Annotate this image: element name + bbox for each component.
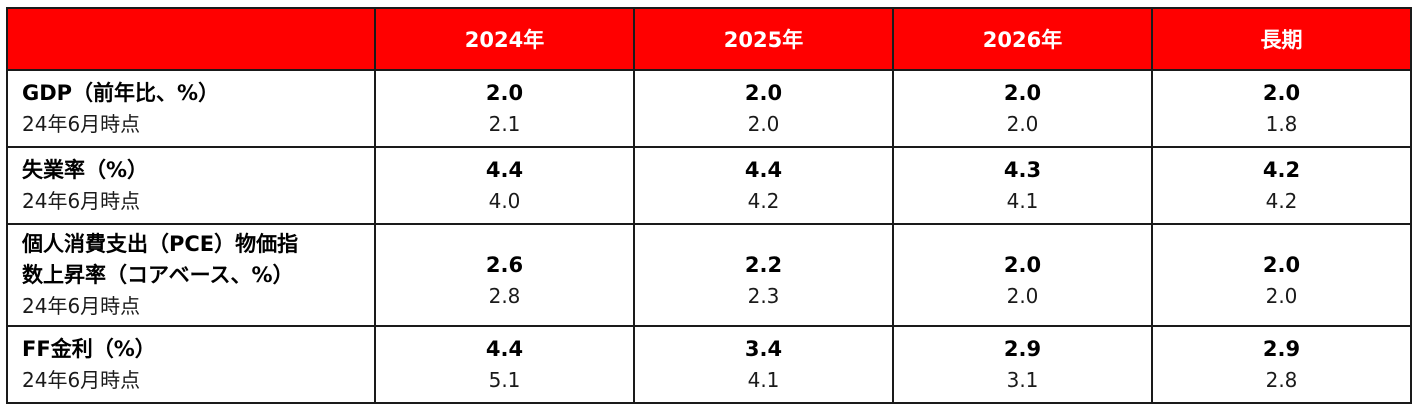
previous-value: 2.0 [747,111,780,136]
value-cell-2024: 2.6 2.8 [374,223,635,327]
value-cell-long-term: 4.2 4.2 [1151,146,1412,225]
row-title-line2: 数上昇率（コアベース、%） [22,262,294,287]
current-value: 4.3 [1003,157,1042,182]
value-cell-long-term: 2.0 2.0 [1151,223,1412,327]
row-title: 失業率（%） [22,157,149,182]
current-value: 2.2 [744,253,783,277]
value-cell-2025: 2.2 2.3 [633,223,894,327]
previous-value: 2.1 [488,111,521,136]
previous-value: 5.1 [488,367,521,392]
current-value: 2.9 [1003,336,1042,361]
previous-value: 4.0 [488,188,521,213]
previous-value: 2.3 [747,284,780,308]
header-2024: 2024年 [374,7,635,71]
row-note: 24年6月時点 [22,293,141,318]
value-cell-2025: 3.4 4.1 [633,325,894,404]
current-value: 4.4 [744,157,783,182]
previous-value: 4.2 [747,188,780,213]
current-value: 2.0 [1262,253,1301,277]
previous-value: 2.0 [1006,284,1039,308]
row-label-cell: 失業率（%） 24年6月時点 [6,146,376,225]
value-cell-2024: 4.4 4.0 [374,146,635,225]
row-label-cell: FF金利（%） 24年6月時点 [6,325,376,404]
current-value: 2.0 [1003,253,1042,277]
current-value: 3.4 [744,336,783,361]
current-value: 2.6 [485,253,524,277]
row-note: 24年6月時点 [22,111,141,136]
header-2025: 2025年 [633,7,894,71]
previous-value: 2.8 [488,284,521,308]
previous-value: 3.1 [1006,367,1039,392]
current-value: 2.9 [1262,336,1301,361]
previous-value: 4.1 [747,367,780,392]
row-title: 個人消費支出（PCE）物価指 [22,231,299,256]
table-row-ff-rate: FF金利（%） 24年6月時点 4.4 5.1 3.4 4.1 2.9 3.1 … [6,325,1412,404]
current-value: 2.0 [485,80,524,105]
economic-projection-table: 2024年 2025年 2026年 長期 GDP（前年比、%） 24年6月時点 … [6,7,1412,404]
current-value: 2.0 [1003,80,1042,105]
value-cell-2024: 2.0 2.1 [374,69,635,148]
previous-value: 4.1 [1006,188,1039,213]
value-cell-2026: 4.3 4.1 [892,146,1153,225]
current-value: 4.2 [1262,157,1301,182]
header-2026: 2026年 [892,7,1153,71]
row-note: 24年6月時点 [22,188,141,213]
value-cell-2026: 2.0 2.0 [892,223,1153,327]
row-title: FF金利（%） [22,336,156,361]
current-value: 2.0 [1262,80,1301,105]
current-value: 4.4 [485,157,524,182]
table-row-unemployment: 失業率（%） 24年6月時点 4.4 4.0 4.4 4.2 4.3 4.1 4… [6,146,1412,225]
value-cell-2025: 2.0 2.0 [633,69,894,148]
value-cell-2026: 2.0 2.0 [892,69,1153,148]
value-cell-long-term: 2.0 1.8 [1151,69,1412,148]
previous-value: 1.8 [1265,111,1298,136]
row-label-cell: 個人消費支出（PCE）物価指 数上昇率（コアベース、%） 24年6月時点 [6,223,376,327]
header-long-term: 長期 [1151,7,1412,71]
header-blank-cell [6,7,376,71]
row-title: GDP（前年比、%） [22,80,220,105]
value-cell-2025: 4.4 4.2 [633,146,894,225]
previous-value: 2.8 [1265,367,1298,392]
previous-value: 2.0 [1006,111,1039,136]
value-cell-long-term: 2.9 2.8 [1151,325,1412,404]
current-value: 2.0 [744,80,783,105]
row-note: 24年6月時点 [22,367,141,392]
value-cell-2024: 4.4 5.1 [374,325,635,404]
table-row-gdp: GDP（前年比、%） 24年6月時点 2.0 2.1 2.0 2.0 2.0 2… [6,69,1412,148]
table-header-row: 2024年 2025年 2026年 長期 [6,7,1412,71]
previous-value: 2.0 [1265,284,1298,308]
current-value: 4.4 [485,336,524,361]
previous-value: 4.2 [1265,188,1298,213]
value-cell-2026: 2.9 3.1 [892,325,1153,404]
row-label-cell: GDP（前年比、%） 24年6月時点 [6,69,376,148]
table-row-pce: 個人消費支出（PCE）物価指 数上昇率（コアベース、%） 24年6月時点 2.6… [6,223,1412,327]
